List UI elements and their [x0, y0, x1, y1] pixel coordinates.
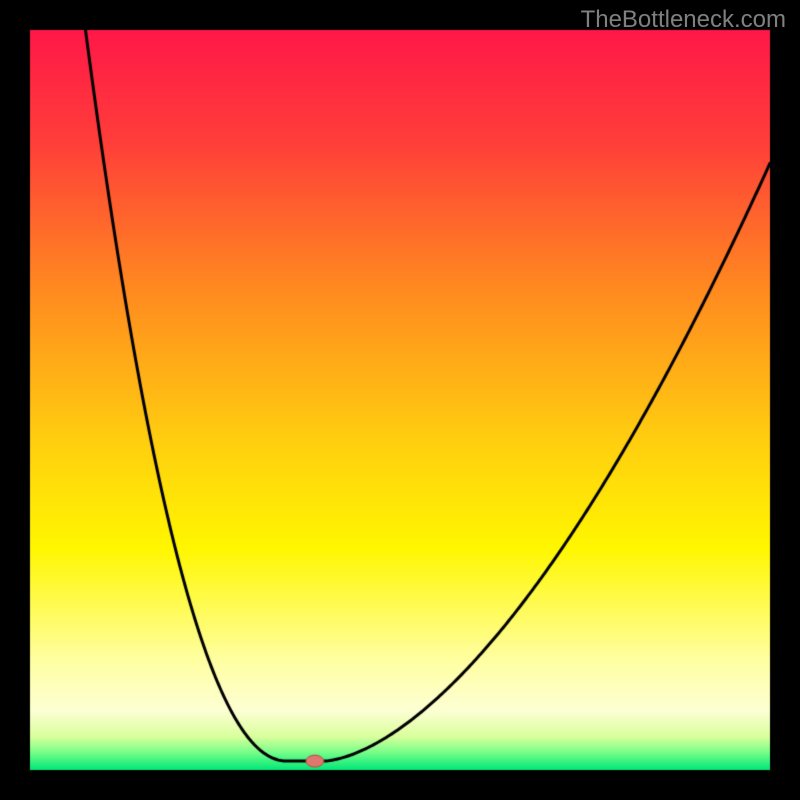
chart-container: TheBottleneck.com — [0, 0, 800, 800]
bottleneck-chart-canvas — [0, 0, 800, 800]
watermark-text: TheBottleneck.com — [581, 6, 786, 34]
